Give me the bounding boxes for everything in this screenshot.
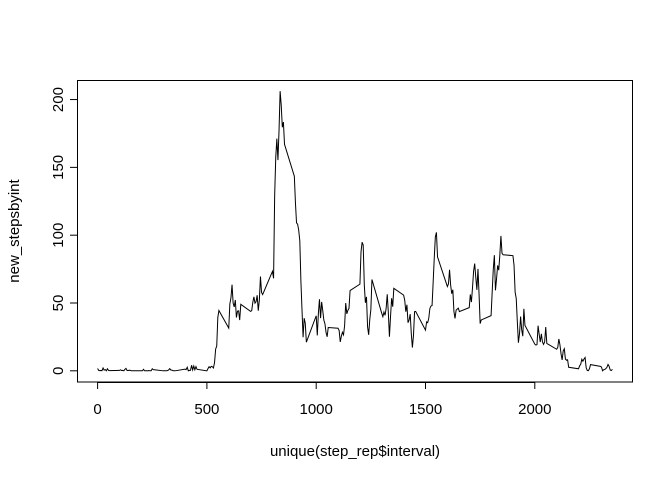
y-axis-label: new_stepsbyint — [6, 178, 23, 282]
x-tick-label: 1500 — [409, 401, 442, 418]
y-tick-label: 0 — [50, 367, 67, 375]
y-tick-label: 200 — [50, 87, 67, 112]
x-tick-label: 1000 — [300, 401, 333, 418]
plot-box — [77, 80, 633, 383]
y-tick-label: 150 — [50, 155, 67, 180]
x-tick-label: 500 — [194, 401, 219, 418]
x-tick-label: 2000 — [518, 401, 551, 418]
data-line — [97, 91, 613, 372]
y-tick-label: 100 — [50, 223, 67, 248]
y-tick-label: 50 — [50, 295, 67, 312]
x-axis-label: unique(step_rep$interval) — [270, 443, 440, 460]
x-tick-label: 0 — [93, 401, 101, 418]
